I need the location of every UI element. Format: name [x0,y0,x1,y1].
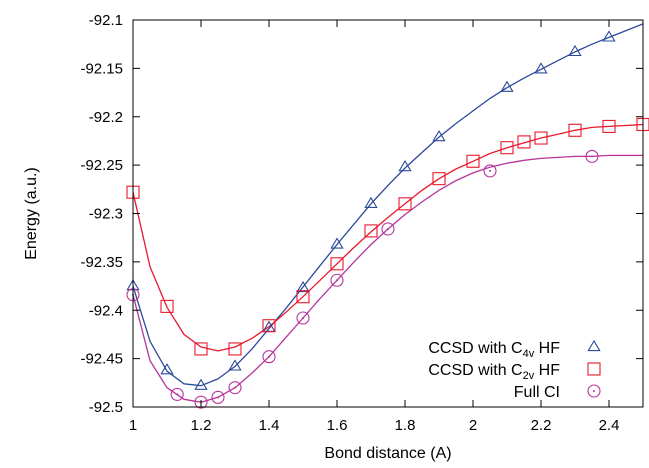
data-point-triangle [330,237,344,249]
y-tick-label: -92.2 [89,109,123,126]
x-tick-label: 1.4 [259,417,280,434]
legend-marker-square [587,362,601,376]
data-point-square [602,119,616,133]
data-point-triangle [568,44,582,57]
y-tick-label: -92.3 [89,206,123,223]
data-point-circle [262,350,276,364]
x-tick-label: 1.8 [395,417,416,434]
x-tick-label: 1.6 [327,417,348,434]
y-axis-label: Energy (a.u.) [23,167,40,259]
y-tick-label: -92.4 [89,302,123,319]
data-point-circle [170,387,184,401]
axis-ticks: 1 1.2 1.4 1.6 1.8 2 2.2 2.4 -92.1 -92.15 -92.2 -92.… [80,12,643,434]
data-point-triangle [602,30,616,42]
legend-marker-circle [587,384,601,398]
data-point-triangle [228,359,242,371]
y-tick-label: -92.5 [89,399,123,416]
data-point-circle [381,222,395,236]
data-point-triangle [500,80,514,92]
data-point-square [466,154,480,168]
data-point-circle [296,311,310,325]
legend-label: CCSD with C4v HF [428,340,560,360]
data-point-square [398,197,412,211]
fit-curve-square [132,123,644,352]
data-point-circle [483,164,497,178]
y-tick-label: -92.15 [80,60,123,77]
data-point-triangle [398,160,412,172]
x-axis-label: Bond distance (A) [324,445,451,462]
x-tick-label: 1 [129,417,137,434]
data-point-square [534,131,548,145]
data-point-triangle [194,378,208,390]
data-point-square [228,342,242,356]
data-point-square [364,224,378,238]
data-point-square [568,123,582,137]
x-tick-label: 2.2 [531,417,552,434]
y-tick-label: -92.25 [80,157,123,174]
legend-label: Full CI [514,384,560,401]
data-point-square [432,172,446,186]
data-markers [126,30,649,409]
data-point-square [194,342,208,356]
legend-label: CCSD with C2v HF [428,362,560,382]
x-tick-label: 2 [469,417,477,434]
legend-marker-triangle [587,339,601,352]
y-tick-label: -92.1 [89,12,123,29]
data-point-circle [585,149,599,163]
data-point-triangle [160,363,174,375]
data-point-square [262,319,276,333]
data-point-square [500,141,514,155]
data-point-square [517,135,531,149]
x-tick-label: 2.4 [599,417,620,434]
data-point-circle [330,273,344,287]
y-tick-label: -92.45 [80,351,123,368]
y-tick-label: -92.35 [80,254,123,271]
data-point-circle [211,390,225,404]
data-point-triangle [432,130,446,142]
x-tick-label: 1.2 [191,417,212,434]
data-point-triangle [296,280,310,293]
data-point-circle [228,381,242,395]
fit-curve-triangle [132,23,644,387]
data-point-square [330,257,344,271]
data-point-triangle [534,62,548,74]
data-point-triangle [364,196,378,208]
data-point-square [160,299,174,313]
data-point-square [296,290,310,304]
